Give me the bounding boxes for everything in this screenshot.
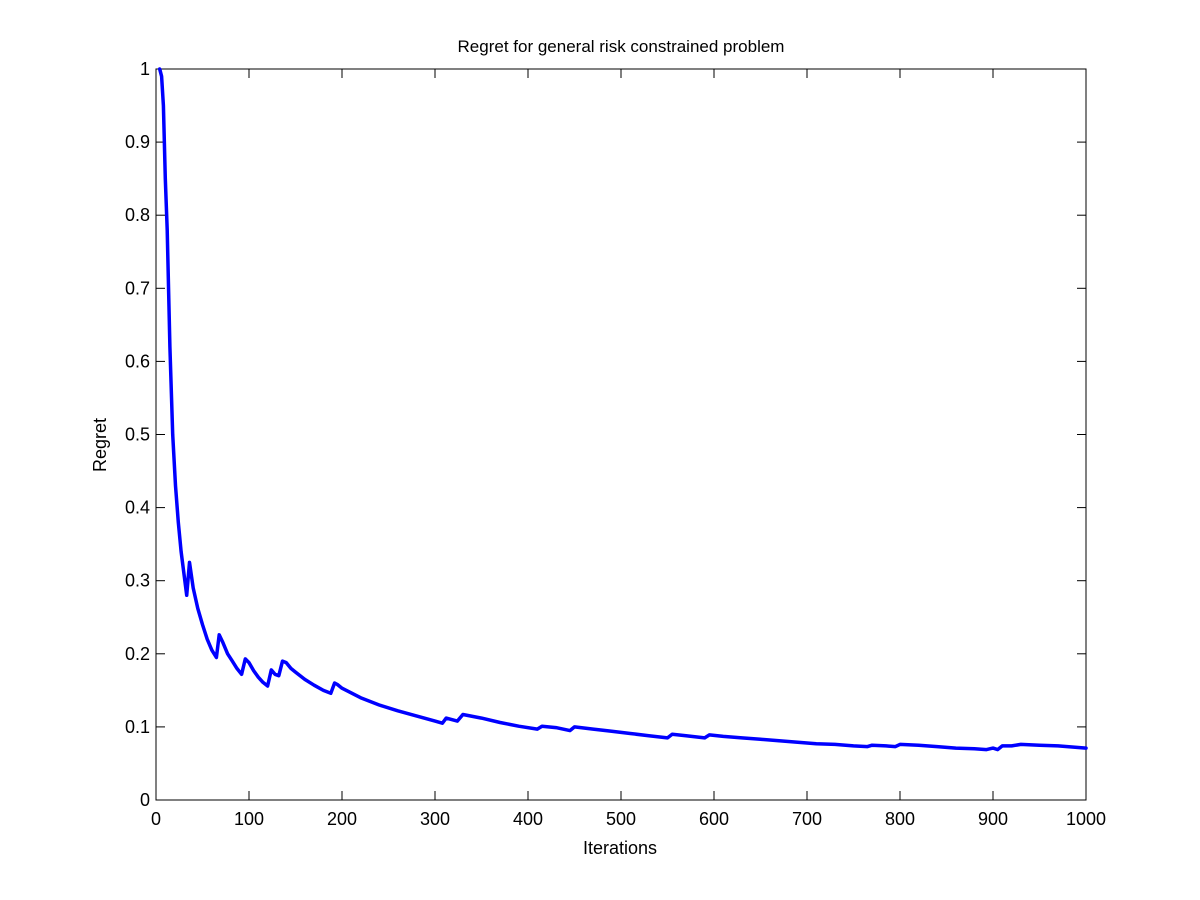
- y-tick-label: 0: [140, 790, 150, 810]
- y-tick-label: 0.4: [125, 498, 150, 518]
- y-tick-label: 0.8: [125, 205, 150, 225]
- y-tick-label: 0.1: [125, 717, 150, 737]
- axes-box: [155, 68, 1087, 801]
- y-tick-label: 0.7: [125, 278, 150, 298]
- y-tick-label: 0.6: [125, 351, 150, 371]
- series-line: [157, 67, 1088, 752]
- y-tick-label: 0.2: [125, 644, 150, 664]
- x-tick-label: 400: [513, 809, 543, 829]
- x-tick-label: 0: [151, 809, 161, 829]
- y-tick-label: 0.3: [125, 571, 150, 591]
- y-axis-label: Regret: [90, 418, 110, 472]
- y-tick-label: 0.5: [125, 425, 150, 445]
- series-layer: [157, 67, 1088, 752]
- chart-title: Regret for general risk constrained prob…: [458, 37, 785, 56]
- x-tick-label: 200: [327, 809, 357, 829]
- y-tick-label: 1: [140, 59, 150, 79]
- x-tick-label: 700: [792, 809, 822, 829]
- x-tick-label: 900: [978, 809, 1008, 829]
- x-tick-label: 600: [699, 809, 729, 829]
- x-tick-label: 500: [606, 809, 636, 829]
- x-tick-label: 1000: [1066, 809, 1106, 829]
- x-tick-label: 800: [885, 809, 915, 829]
- x-axis-label: Iterations: [583, 838, 657, 858]
- x-tick-label: 100: [234, 809, 264, 829]
- tick-labels: 0 100 200 300 400 500 600 700 800 900 1000 0 0.1 0.2 0…: [125, 59, 1106, 829]
- ticks: [155, 68, 1087, 801]
- plot-area: [155, 68, 1087, 801]
- x-tick-label: 300: [420, 809, 450, 829]
- y-tick-label: 0.9: [125, 132, 150, 152]
